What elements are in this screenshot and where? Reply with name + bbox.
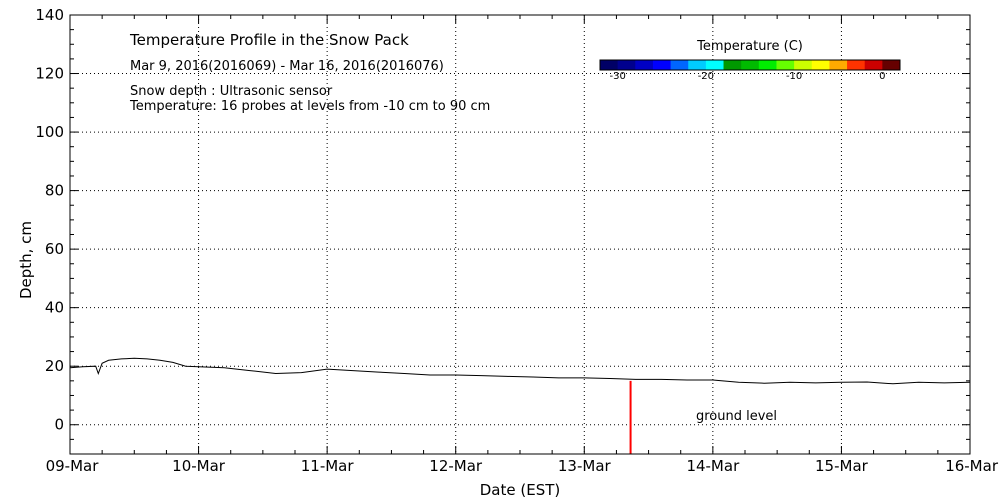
y-axis-title: Depth, cm [17,221,35,299]
note-temperature: Temperature: 16 probes at levels from -1… [129,99,490,114]
colorbar-title: Temperature (C) [696,39,803,54]
colorbar-swatch [688,60,707,70]
y-tick-label: 40 [45,299,64,317]
note-snow-depth: Snow depth : Ultrasonic sensor [130,84,333,99]
colorbar-swatch [723,60,742,70]
colorbar-swatch [741,60,760,70]
x-tick-label: 09-Mar [46,457,100,475]
colorbar-swatch [882,60,901,70]
colorbar-swatch [600,60,619,70]
y-tick-label: 0 [54,416,64,434]
y-tick-label: 20 [45,357,64,375]
colorbar-swatch [758,60,777,70]
chart-subtitle: Mar 9, 2016(2016069) - Mar 16, 2016(2016… [130,59,444,74]
colorbar-swatch [829,60,848,70]
y-tick-label: 120 [35,65,64,83]
x-tick-label: 12-Mar [429,457,483,475]
colorbar-swatch [847,60,866,70]
colorbar-swatch [794,60,813,70]
snow-depth-line [69,357,971,385]
colorbar-swatch [811,60,830,70]
colorbar-tick-label: -30 [609,71,625,82]
x-tick-label: 14-Mar [686,457,740,475]
annotation-ground-level: ground level [696,409,777,424]
x-tick-label: 11-Mar [301,457,355,475]
colorbar-swatch [617,60,636,70]
colorbar-ticks: -30 -20 -10 0 [609,71,885,82]
colorbar-tick-label: 0 [879,71,885,82]
y-tick-label: 140 [35,6,64,24]
colorbar: Temperature (C) -30 -20 -10 0 [599,39,901,82]
colorbar-tick-label: -20 [698,71,714,82]
plot-frame [69,14,971,455]
colorbar-swatch [652,60,672,70]
colorbar-swatch [635,60,654,70]
x-tick-label: 13-Mar [558,457,612,475]
x-tick-label: 10-Mar [172,457,226,475]
y-tick-label: 100 [35,123,64,141]
colorbar-swatch [670,60,689,70]
colorbar-swatches [599,59,901,71]
data-layer [69,357,971,454]
grid-layer [70,15,970,454]
x-tick-label: 16-Mar [945,457,999,475]
axis-layer: 0 20 40 60 80 100 120 140 09-Mar 10-Mar 11-Mar 12-M… [35,6,998,475]
chart-title: Temperature Profile in the Snow Pack [129,31,409,49]
y-tick-label: 80 [45,182,64,200]
colorbar-frame [599,59,901,71]
y-tick-label: 60 [45,240,64,258]
colorbar-tick-label: -10 [786,71,802,82]
colorbar-swatch [705,60,725,70]
x-tick-label: 15-Mar [815,457,869,475]
colorbar-swatch [864,60,883,70]
x-axis-title: Date (EST) [480,481,561,499]
colorbar-swatch [776,60,795,70]
